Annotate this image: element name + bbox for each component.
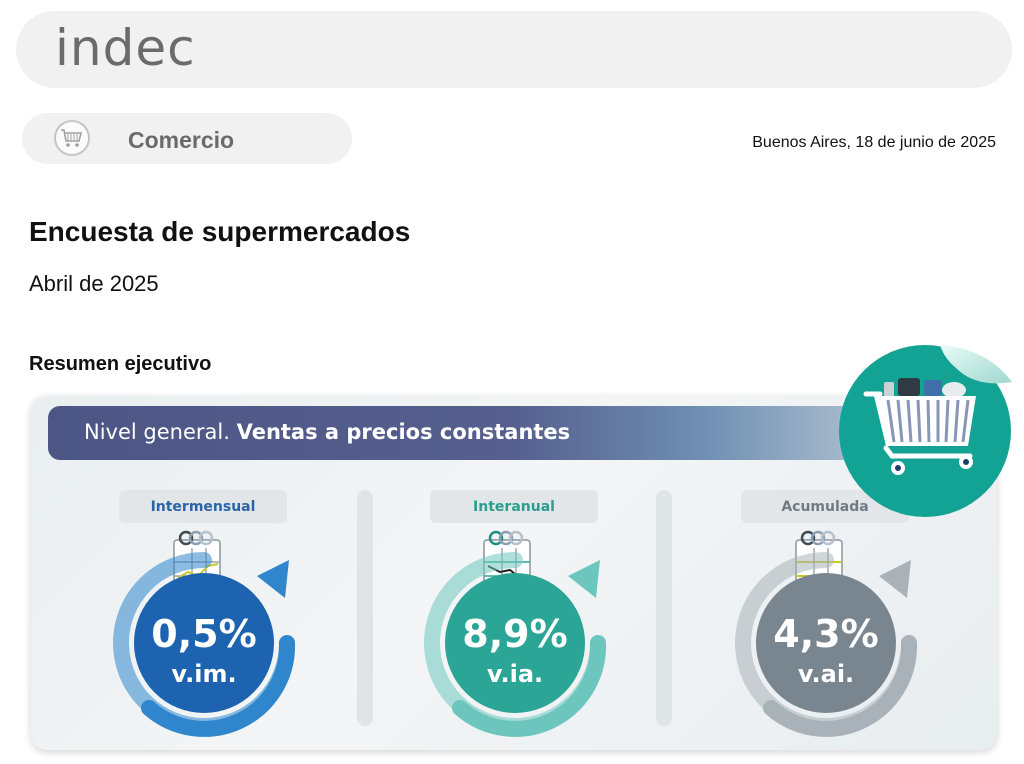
summary-title: Resumen ejecutivo <box>29 353 212 375</box>
summary-banner <box>48 406 890 460</box>
banner-strong: Ventas a precios constantes <box>236 420 571 444</box>
tab-label: Interanual <box>473 498 555 515</box>
gauge-intermensual <box>113 552 296 737</box>
unit-intermensual: v.im. <box>171 660 237 688</box>
value-interanual: 8,9% <box>462 612 568 656</box>
unit-interanual: v.ia. <box>486 660 544 688</box>
indec-logo[interactable]: indec <box>55 19 196 77</box>
banner-title: Nivel general. Ventas a precios constant… <box>84 420 570 444</box>
gauge-interanual <box>424 552 607 737</box>
tab-label: Acumulada <box>781 498 869 515</box>
document-period: Abril de 2025 <box>29 271 159 296</box>
tab-interanual: Interanual <box>430 490 598 523</box>
gauge-acumulada <box>735 552 918 737</box>
banner-prefix: Nivel general. <box>84 420 230 444</box>
unit-acumulada: v.ai. <box>797 660 855 688</box>
section-label: Comercio <box>128 127 235 153</box>
shopping-cart-badge-icon <box>839 345 1012 517</box>
header-bar <box>16 11 1012 88</box>
value-intermensual: 0,5% <box>151 612 257 656</box>
column-divider <box>357 490 373 726</box>
value-acumulada: 4,3% <box>773 612 879 656</box>
shopping-cart-icon <box>54 120 90 156</box>
document-title: Encuesta de supermercados <box>29 216 411 247</box>
tab-label: Intermensual <box>150 498 256 515</box>
publication-date: Buenos Aires, 18 de junio de 2025 <box>752 134 996 151</box>
tab-intermensual: Intermensual <box>119 490 287 523</box>
column-divider <box>656 490 672 726</box>
